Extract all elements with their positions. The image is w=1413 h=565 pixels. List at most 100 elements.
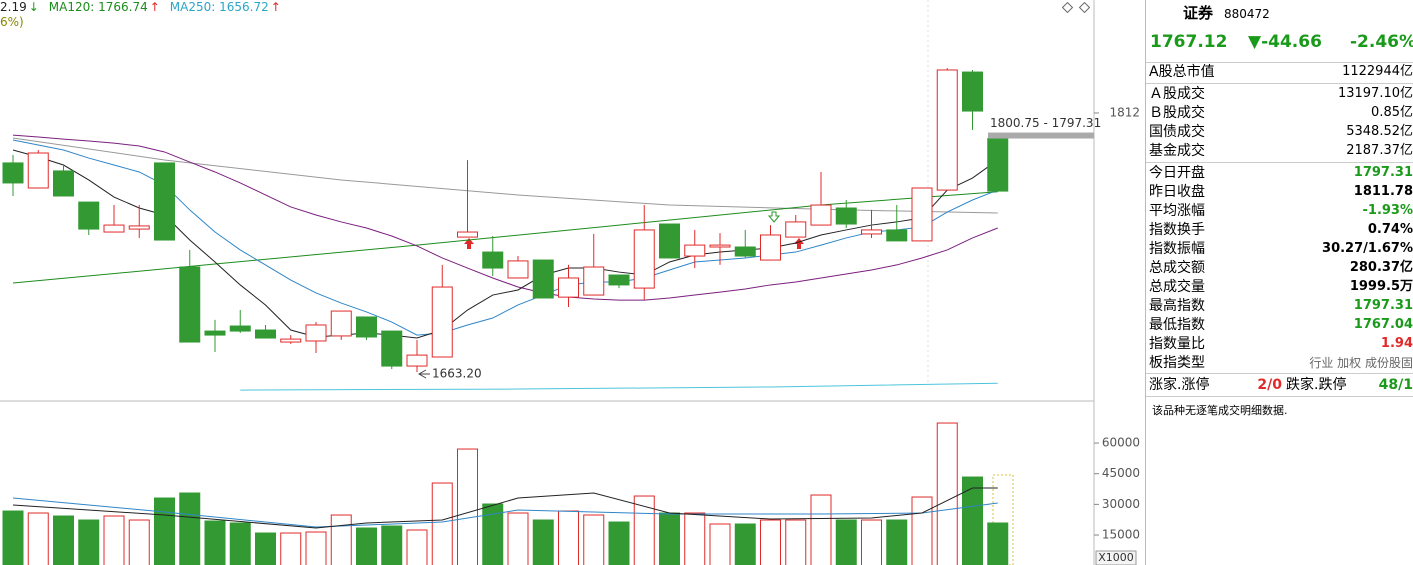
candle-body (330, 310, 352, 337)
row-label: 指数振幅 (1149, 241, 1205, 257)
candle-body (987, 138, 1009, 192)
separator (1146, 373, 1413, 374)
volume-bar (255, 532, 276, 565)
volume-bar (987, 522, 1009, 565)
volume-bar (78, 519, 100, 565)
header-line2: 6%) (0, 15, 24, 29)
volume-bar (810, 494, 832, 565)
ma-legend: 2.19 (0, 0, 27, 14)
separator (1146, 62, 1413, 63)
gap-band (988, 132, 1094, 139)
row-label: Ａ股成交 (1149, 86, 1205, 102)
volume-bar (27, 512, 49, 565)
row-label: 昨日收盘 (1149, 184, 1205, 200)
row-value: 行业 加权 成份股固 (1309, 356, 1413, 370)
row-label: 今日开盘 (1149, 165, 1205, 181)
ma-line (12, 487, 998, 529)
icon[interactable] (1061, 1, 1074, 14)
ma-legend: MA120: 1766.74 (48, 0, 148, 14)
volume-bar (583, 514, 605, 565)
volume-bar (406, 529, 428, 565)
volume-bar (558, 510, 579, 565)
volume-bar (2, 510, 24, 565)
volume-bar (330, 514, 352, 565)
selection-box (992, 474, 1014, 565)
diamond-icons[interactable] (1061, 1, 1091, 14)
ma-arrow: ↓ (28, 0, 39, 14)
volume-bar (936, 422, 958, 565)
row-value: 13197.10亿 (1337, 86, 1413, 101)
row-value: 1811.78 (1353, 184, 1413, 199)
icon[interactable] (1078, 1, 1091, 14)
row-value: 2187.37亿 (1346, 143, 1413, 158)
candle-body (962, 71, 983, 112)
row-value: 5348.52亿 (1346, 124, 1413, 139)
row-label: 指数量比 (1149, 336, 1205, 352)
volume-bar (229, 522, 251, 565)
row-label: 平均涨幅 (1149, 203, 1205, 219)
ma-line (240, 382, 998, 391)
row-value: 280.37亿 (1349, 260, 1413, 275)
candle-body (684, 244, 706, 257)
gap-label: 1800.75 - 1797.31 (990, 116, 1101, 130)
down-value: 48/1 (1378, 377, 1413, 393)
row-label: A股总市值 (1149, 64, 1215, 80)
volume-bar (431, 482, 453, 565)
y-tick-label: 15000 (1102, 528, 1140, 542)
separator (1146, 396, 1413, 397)
candle-body (659, 223, 680, 259)
volume-bar (154, 497, 175, 565)
candle-body (356, 316, 377, 338)
row-value: -1.93% (1362, 203, 1413, 218)
candle-body (911, 187, 933, 242)
note: 该品种无逐笔成交明细数据. (1152, 404, 1288, 417)
chart: 1663.20 X1000 1812 1800.75 - 1797.31 15000… (0, 0, 1140, 565)
volume-bar (760, 519, 781, 565)
row-label: 指数换手 (1149, 222, 1205, 238)
candle-body (204, 330, 226, 336)
row-value: 0.74% (1367, 222, 1413, 237)
volume-bar (659, 512, 680, 565)
row-value: 1999.5万 (1349, 279, 1413, 294)
candle-body (709, 244, 731, 248)
volume-bar (457, 448, 478, 565)
unit-label: X1000 (1098, 551, 1134, 564)
volume-bar (608, 521, 630, 565)
up-value: 2/0 (1257, 377, 1282, 393)
candle-body (381, 330, 403, 367)
panel-border (1145, 0, 1146, 565)
candle-body (179, 266, 201, 343)
ma-arrow: ↑ (149, 0, 160, 14)
y-tick-label: 1812 (1109, 105, 1140, 119)
volume-bar (709, 523, 731, 565)
row-value: 1.94 (1380, 336, 1413, 351)
row-value: 1797.31 (1353, 165, 1413, 180)
row-value: 0.85亿 (1371, 105, 1413, 120)
row-label: 总成交量 (1149, 279, 1205, 295)
row-value: 1122944亿 (1342, 64, 1413, 79)
candle-body (78, 201, 100, 230)
up-label: 涨家.涨停 (1149, 377, 1210, 393)
volume-bar (861, 519, 882, 565)
candle-body (154, 162, 175, 241)
y-tick-label: 30000 (1102, 497, 1140, 511)
candle-body (229, 325, 251, 332)
candle-body (760, 234, 781, 261)
candle-body (507, 260, 529, 279)
candle-body (305, 324, 327, 342)
candle-body (734, 246, 756, 257)
candle-body (608, 274, 630, 286)
candle-body (633, 229, 655, 289)
row-label: 最高指数 (1149, 298, 1205, 314)
candle-body (785, 221, 807, 238)
separator (1146, 162, 1413, 163)
y-tick-label: 60000 (1102, 436, 1140, 450)
row-label: 板指类型 (1149, 355, 1205, 371)
row-label: 基金成交 (1149, 143, 1205, 159)
candle-body (482, 251, 504, 269)
price: 1767.12 (1150, 32, 1228, 52)
candle-body (835, 207, 857, 225)
y-tick-label: 45000 (1102, 466, 1140, 480)
volume-bar (785, 519, 807, 565)
candle-body (2, 162, 24, 184)
